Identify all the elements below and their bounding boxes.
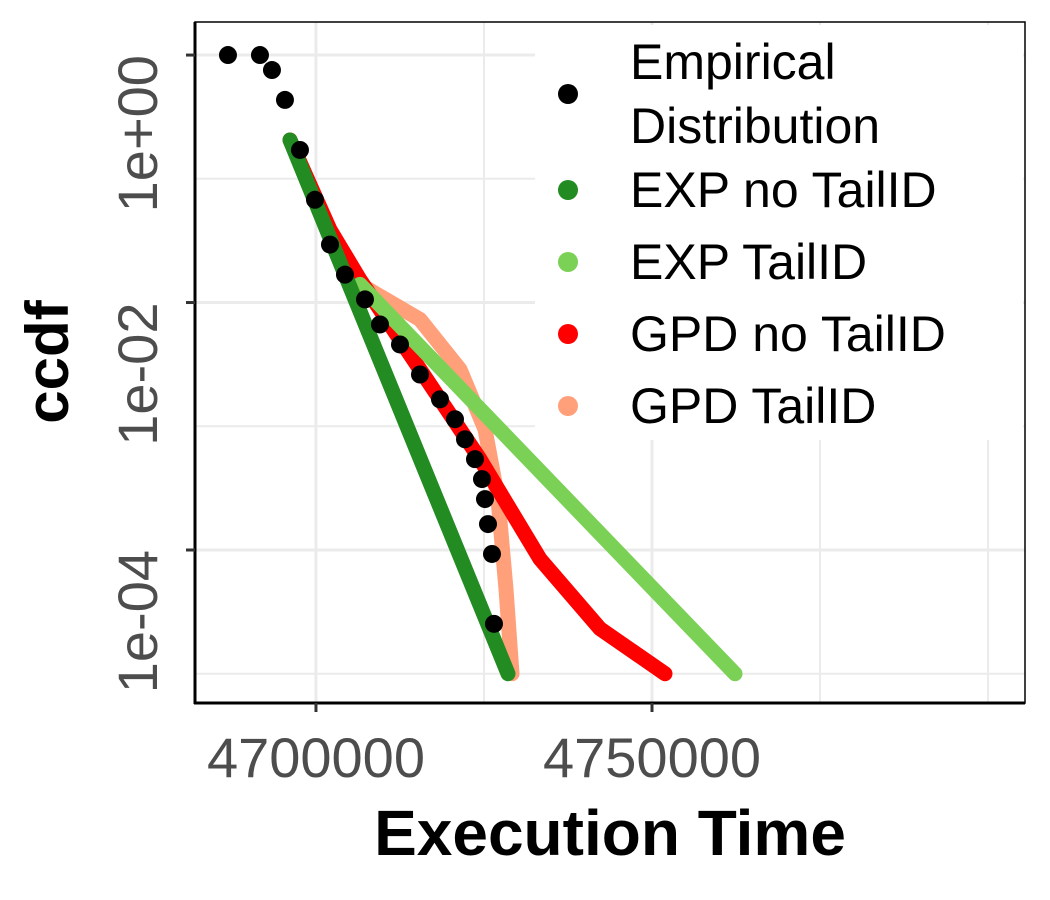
data-point (275, 90, 294, 109)
data-point (218, 46, 237, 65)
data-point (320, 235, 339, 254)
data-point (484, 614, 503, 633)
data-point (472, 470, 491, 489)
legend-label: EXP no TailID (630, 162, 937, 218)
legend-marker (558, 180, 578, 200)
y-tick-label: 1e-02 (106, 303, 169, 446)
legend: Empirical Distribution EXP no TailID EXP T… (535, 25, 1023, 440)
legend-marker (558, 396, 578, 416)
series-line (352, 276, 520, 682)
data-point (370, 315, 389, 334)
data-point (482, 544, 501, 563)
legend-label: GPD no TailID (630, 306, 946, 362)
legend-label: EXP TailID (630, 234, 868, 290)
data-point (390, 335, 409, 354)
data-point (355, 290, 374, 309)
legend-label: GPD TailID (630, 378, 877, 434)
data-point (455, 430, 474, 449)
data-point (262, 61, 281, 80)
x-axis-title: Execution Time (374, 797, 846, 869)
data-point (305, 190, 324, 209)
data-point (445, 410, 464, 429)
data-point (430, 390, 449, 409)
data-point (465, 450, 484, 469)
plot-area (218, 46, 743, 682)
data-point (475, 490, 494, 509)
y-tick-label: 1e+00 (106, 55, 169, 212)
legend-marker (558, 252, 578, 272)
y-tick-label: 1e-04 (106, 550, 169, 693)
legend-marker (558, 84, 578, 104)
y-axis-title: ccdf (14, 299, 81, 423)
data-point (478, 515, 497, 534)
series-line (352, 276, 743, 682)
x-tick-label: 4700000 (207, 726, 425, 789)
data-point (250, 46, 269, 65)
legend-label: Empirical Distribution (630, 34, 881, 154)
data-point (335, 265, 354, 284)
data-point (410, 365, 429, 384)
series-line (282, 132, 516, 682)
axes (186, 21, 1026, 712)
x-tick-label: 4750000 (543, 726, 761, 789)
data-point (290, 140, 309, 159)
legend-marker (558, 324, 578, 344)
